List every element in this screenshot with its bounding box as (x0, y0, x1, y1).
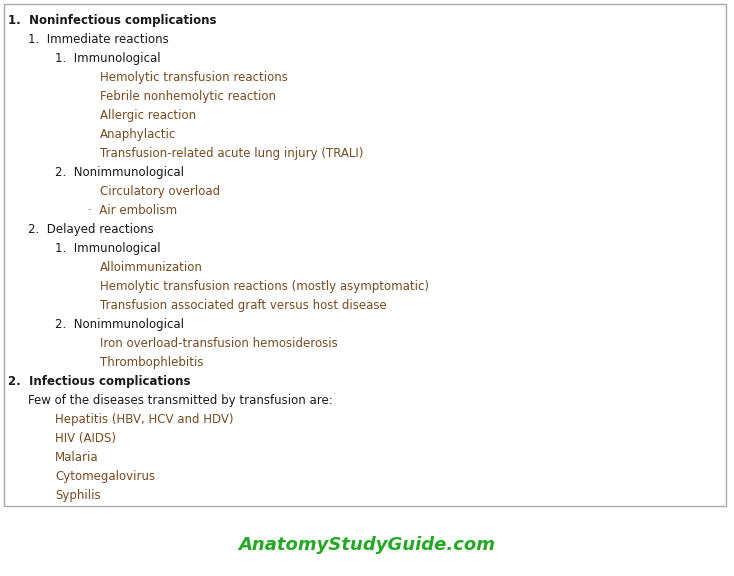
Text: 2.  Nonimmunological: 2. Nonimmunological (55, 166, 184, 179)
Text: Iron overload-transfusion hemosiderosis: Iron overload-transfusion hemosiderosis (100, 337, 338, 350)
Text: Hemolytic transfusion reactions (mostly asymptomatic): Hemolytic transfusion reactions (mostly … (100, 280, 429, 293)
Text: Cytomegalovirus: Cytomegalovirus (55, 470, 155, 483)
Text: Allergic reaction: Allergic reaction (100, 109, 196, 122)
Text: 2.  Delayed reactions: 2. Delayed reactions (28, 223, 153, 236)
Text: 1.  Noninfectious complications: 1. Noninfectious complications (8, 14, 217, 27)
Text: Febrile nonhemolytic reaction: Febrile nonhemolytic reaction (100, 90, 276, 103)
Text: Hemolytic transfusion reactions: Hemolytic transfusion reactions (100, 71, 288, 84)
Text: Few of the diseases transmitted by transfusion are:: Few of the diseases transmitted by trans… (28, 394, 333, 407)
Text: Circulatory overload: Circulatory overload (100, 185, 220, 198)
Text: Syphilis: Syphilis (55, 489, 101, 502)
Text: 2.  Infectious complications: 2. Infectious complications (8, 375, 191, 388)
Text: 1.  Immunological: 1. Immunological (55, 52, 161, 65)
Text: Transfusion-related acute lung injury (TRALI): Transfusion-related acute lung injury (T… (100, 147, 363, 160)
Text: ·  Air embolism: · Air embolism (88, 204, 177, 217)
Text: Hepatitis (HBV, HCV and HDV): Hepatitis (HBV, HCV and HDV) (55, 413, 233, 426)
Text: Alloimmunization: Alloimmunization (100, 261, 203, 274)
Text: Anaphylactic: Anaphylactic (100, 128, 176, 141)
Text: HIV (AIDS): HIV (AIDS) (55, 432, 116, 445)
Text: 1.  Immediate reactions: 1. Immediate reactions (28, 33, 169, 46)
Text: Thrombophlebitis: Thrombophlebitis (100, 356, 203, 369)
Bar (4, 4, 726, 506)
Text: 1.  Immunological: 1. Immunological (55, 242, 161, 255)
Text: Malaria: Malaria (55, 451, 98, 464)
Text: Transfusion associated graft versus host disease: Transfusion associated graft versus host… (100, 299, 387, 312)
Text: AnatomyStudyGuide.com: AnatomyStudyGuide.com (239, 536, 495, 554)
Text: 2.  Nonimmunological: 2. Nonimmunological (55, 318, 184, 331)
